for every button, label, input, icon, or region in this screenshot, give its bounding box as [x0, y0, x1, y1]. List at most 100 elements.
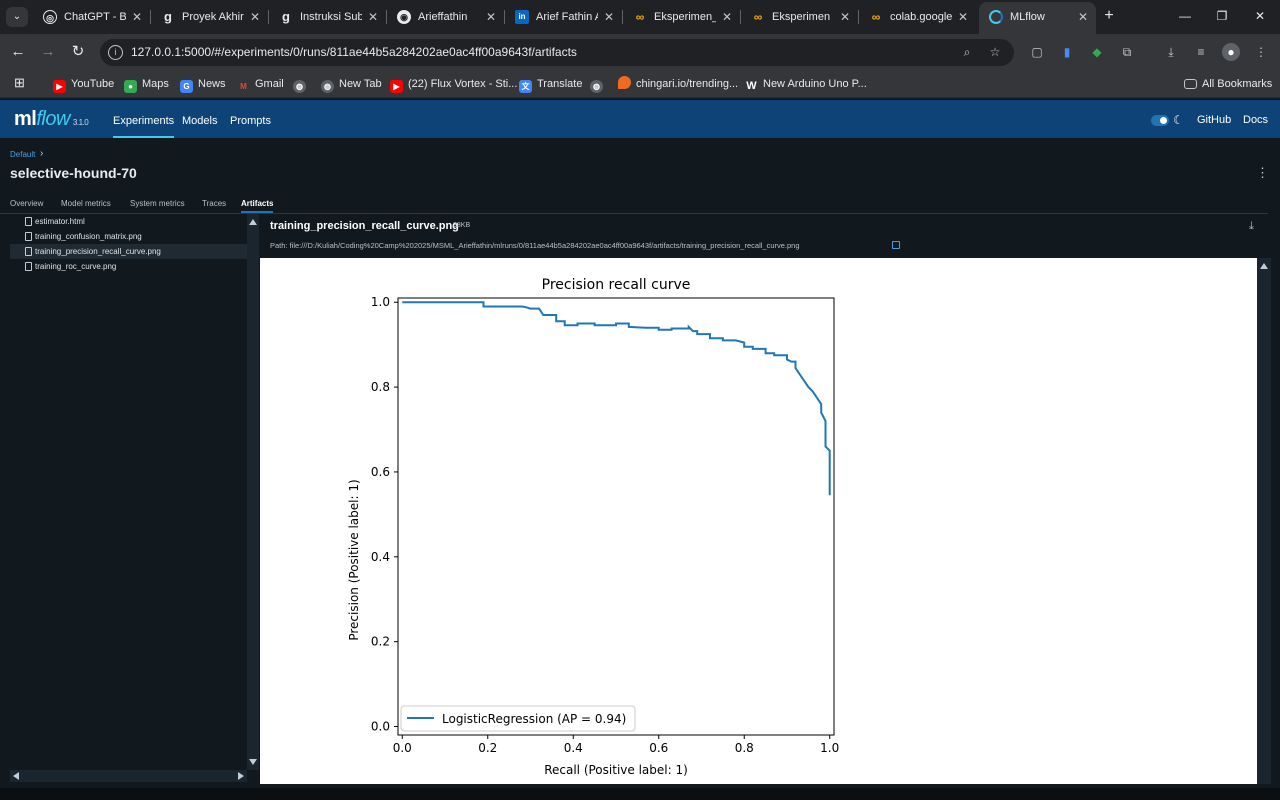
- tree-vertical-scrollbar[interactable]: [247, 214, 259, 770]
- file-name: training_precision_recall_curve.png: [35, 247, 161, 256]
- close-icon[interactable]: ✕: [1077, 10, 1088, 24]
- close-icon[interactable]: ✕: [249, 10, 260, 24]
- precision-recall-chart: Precision recall curve 0.0 0.2 0.4 0.6 0.8 1.…: [347, 277, 839, 777]
- reload-icon[interactable]: ↻: [71, 43, 85, 60]
- list-item[interactable]: estimator.html: [10, 214, 247, 229]
- dicoding-icon: g: [164, 9, 172, 24]
- artifact-tree: estimator.html training_confusion_matrix…: [0, 214, 247, 786]
- tab-system-metrics[interactable]: System metrics: [130, 199, 185, 208]
- close-icon[interactable]: ✕: [131, 10, 142, 24]
- mlflow-logo[interactable]: mlflow 3.1.0: [14, 107, 89, 135]
- browser-tab[interactable]: ∞ colab.google ✕: [859, 3, 976, 31]
- tab-artifacts[interactable]: Artifacts: [241, 199, 274, 213]
- browser-tab[interactable]: ∞ Eksperimen M ✕: [741, 3, 859, 31]
- url-text[interactable]: 127.0.0.1:5000/#/experiments/0/runs/811a…: [131, 45, 577, 59]
- browser-tab[interactable]: g Proyek Akhir ✕: [151, 3, 269, 31]
- more-vert-icon[interactable]: ⋮: [1256, 165, 1269, 180]
- tab-title: Arieffathin: [418, 11, 468, 23]
- close-icon[interactable]: ✕: [603, 10, 614, 24]
- browser-tab[interactable]: ◎ ChatGPT - Bu ✕: [33, 3, 151, 31]
- list-item[interactable]: training_confusion_matrix.png: [10, 229, 247, 244]
- scroll-up-icon[interactable]: [249, 219, 257, 225]
- close-icon[interactable]: ✕: [957, 10, 968, 24]
- extension-icon[interactable]: ▢: [1031, 45, 1043, 59]
- download-icon[interactable]: ⤓: [1168, 45, 1174, 59]
- browser-tab[interactable]: g Instruksi Sub ✕: [269, 3, 387, 31]
- gmail-icon: M: [237, 80, 250, 93]
- bookmark-new-tab[interactable]: ◍ New Tab: [321, 76, 382, 93]
- back-icon[interactable]: ←: [10, 43, 26, 60]
- bookmark-flux-vortex[interactable]: ▶ (22) Flux Vortex - Sti...: [390, 76, 518, 93]
- browser-tab[interactable]: ◉ Arieffathin ✕: [387, 3, 505, 31]
- browser-tab[interactable]: in Arief Fathin A ✕: [505, 3, 623, 31]
- address-bar[interactable]: i 127.0.0.1:5000/#/experiments/0/runs/81…: [100, 39, 1014, 66]
- breadcrumb[interactable]: Default: [10, 150, 36, 159]
- bookmark-news[interactable]: G News: [180, 76, 226, 93]
- close-icon[interactable]: ✕: [485, 10, 496, 24]
- bookmark-gmail[interactable]: M Gmail: [237, 76, 284, 93]
- nav-experiments[interactable]: Experiments: [113, 100, 175, 138]
- extension-icon[interactable]: ◆: [1092, 45, 1102, 59]
- chevron-right-icon: ›: [40, 148, 44, 159]
- tab-overview[interactable]: Overview: [10, 199, 44, 208]
- bookmark-label: News: [198, 78, 226, 90]
- bookmark-star-icon[interactable]: ☆: [989, 45, 1001, 59]
- browser-tab-active[interactable]: MLflow ✕: [979, 2, 1096, 34]
- artifact-size: 38KB: [453, 222, 471, 229]
- tree-horizontal-scrollbar[interactable]: [10, 770, 247, 782]
- zoom-icon[interactable]: ⌕: [963, 45, 971, 59]
- close-icon[interactable]: ✕: [839, 10, 850, 24]
- extension-icon[interactable]: ▮: [1063, 45, 1071, 59]
- tab-search-chevron-icon[interactable]: ⌄: [6, 7, 28, 27]
- preview-vertical-scrollbar[interactable]: [1257, 258, 1271, 784]
- page-title: selective-hound-70: [10, 165, 137, 181]
- tab-model-metrics[interactable]: Model metrics: [61, 199, 111, 208]
- scroll-right-icon[interactable]: [238, 772, 244, 780]
- apps-grid-icon[interactable]: ⊞: [14, 75, 25, 90]
- close-icon[interactable]: ✕: [721, 10, 732, 24]
- file-name: estimator.html: [35, 217, 85, 226]
- tab-separator: [386, 10, 387, 24]
- close-icon[interactable]: ✕: [367, 10, 378, 24]
- tab-traces[interactable]: Traces: [202, 199, 227, 208]
- version-label: 3.1.0: [72, 118, 89, 127]
- list-item-selected[interactable]: training_precision_recall_curve.png: [10, 244, 247, 259]
- bookmark-arduino[interactable]: W New Arduino Uno P...: [745, 76, 867, 93]
- bookmark-globe[interactable]: ◍: [293, 76, 311, 93]
- nav-prompts[interactable]: Prompts: [230, 115, 271, 127]
- media-icon[interactable]: ≡: [1197, 45, 1205, 59]
- extensions-puzzle-icon[interactable]: ⧉: [1122, 45, 1132, 59]
- copy-icon[interactable]: [892, 241, 900, 249]
- minimize-icon[interactable]: —: [1179, 9, 1191, 23]
- all-bookmarks[interactable]: All Bookmarks: [1184, 76, 1272, 92]
- more-vert-icon[interactable]: ⋮: [1255, 45, 1267, 59]
- forward-icon[interactable]: →: [40, 43, 56, 60]
- series-line: [402, 301, 831, 496]
- bookmark-translate[interactable]: 文 Translate: [519, 76, 582, 93]
- scroll-left-icon[interactable]: [13, 772, 19, 780]
- bookmark-label: Gmail: [255, 78, 284, 90]
- restore-icon[interactable]: ❐: [1216, 9, 1228, 23]
- bottom-edge: [0, 788, 1280, 800]
- nav-models[interactable]: Models: [182, 115, 218, 127]
- docs-link[interactable]: Docs: [1243, 114, 1269, 126]
- bookmark-youtube[interactable]: ▶ YouTube: [53, 76, 114, 93]
- x-tick-label: 0.2: [478, 741, 497, 755]
- new-tab-icon[interactable]: +: [1104, 7, 1114, 24]
- youtube-icon: ▶: [53, 80, 66, 93]
- bookmark-globe[interactable]: ◍: [590, 76, 608, 93]
- bookmark-label: (22) Flux Vortex - Sti...: [408, 78, 518, 90]
- profile-avatar-icon[interactable]: ●: [1222, 43, 1240, 61]
- globe-icon: ◍: [293, 80, 306, 93]
- scroll-down-icon[interactable]: [249, 759, 257, 765]
- browser-tab[interactable]: ∞ Eksperimen_ ✕: [623, 3, 741, 31]
- github-link[interactable]: GitHub: [1197, 114, 1232, 126]
- window-close-icon[interactable]: ✕: [1254, 9, 1266, 23]
- site-info-icon[interactable]: i: [108, 45, 123, 60]
- bookmark-maps[interactable]: ● Maps: [124, 76, 169, 93]
- bookmark-chingari[interactable]: chingari.io/trending...: [618, 76, 738, 92]
- theme-toggle[interactable]: [1151, 115, 1169, 126]
- download-icon[interactable]: ⤓: [1249, 220, 1254, 232]
- list-item[interactable]: training_roc_curve.png: [10, 259, 247, 274]
- scroll-up-icon[interactable]: [1260, 263, 1268, 269]
